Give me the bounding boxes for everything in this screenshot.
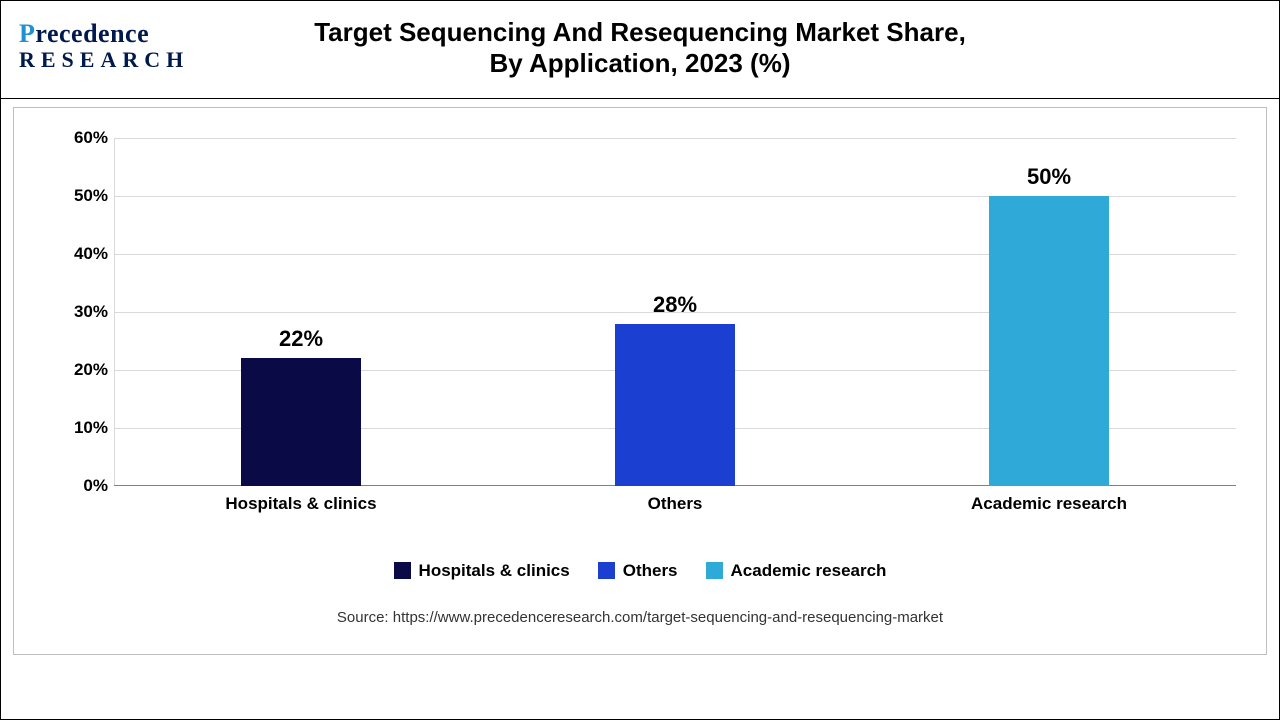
y-tick-label: 10%: [58, 418, 108, 438]
x-category-label: Academic research: [919, 494, 1179, 514]
legend: Hospitals & clinics Others Academic resear…: [14, 561, 1266, 585]
legend-swatch: [598, 562, 615, 579]
logo-rest: recedence: [35, 19, 149, 48]
y-tick-label: 60%: [58, 128, 108, 148]
grid-line: [114, 138, 1236, 139]
title-box: Precedence RESEARCH Target Sequencing An…: [1, 1, 1279, 99]
logo-bottom-line: RESEARCH: [19, 47, 189, 73]
y-tick-label: 30%: [58, 302, 108, 322]
legend-swatch: [706, 562, 723, 579]
legend-label: Hospitals & clinics: [419, 561, 570, 581]
x-category-label: Hospitals & clinics: [171, 494, 431, 514]
bar-value-label: 22%: [231, 326, 371, 352]
bar: [615, 324, 735, 486]
bar: [241, 358, 361, 486]
legend-item: Others: [598, 561, 678, 581]
logo-accent-char: P: [19, 19, 35, 48]
figure-frame: Precedence RESEARCH Target Sequencing An…: [0, 0, 1280, 720]
bar: [989, 196, 1109, 486]
legend-swatch: [394, 562, 411, 579]
legend-label: Academic research: [731, 561, 887, 581]
legend-label: Others: [623, 561, 678, 581]
logo-top-line: Precedence: [19, 19, 189, 49]
bar-value-label: 50%: [979, 164, 1119, 190]
logo: Precedence RESEARCH: [19, 19, 189, 73]
source-url: https://www.precedenceresearch.com/targe…: [393, 609, 943, 626]
y-tick-label: 50%: [58, 186, 108, 206]
legend-item: Academic research: [706, 561, 887, 581]
plot-area: 0%10%20%30%40%50%60%22%Hospitals & clini…: [114, 138, 1236, 486]
y-tick-label: 0%: [58, 476, 108, 496]
chart-container: 0% 10% 20% 30% 40% 50% 60% 22% Hospitals & clini…: [13, 107, 1267, 655]
source-prefix: Source:: [337, 609, 393, 626]
source-citation: Source: https://www.precedenceresearch.c…: [14, 609, 1266, 626]
x-category-label: Others: [545, 494, 805, 514]
bar-value-label: 28%: [605, 292, 745, 318]
y-tick-label: 20%: [58, 360, 108, 380]
y-tick-label: 40%: [58, 244, 108, 264]
chart-title-line2: By Application, 2023 (%): [1, 48, 1279, 79]
legend-item: Hospitals & clinics: [394, 561, 570, 581]
chart-title-line1: Target Sequencing And Resequencing Marke…: [1, 17, 1279, 48]
chart-title: Target Sequencing And Resequencing Marke…: [1, 17, 1279, 79]
